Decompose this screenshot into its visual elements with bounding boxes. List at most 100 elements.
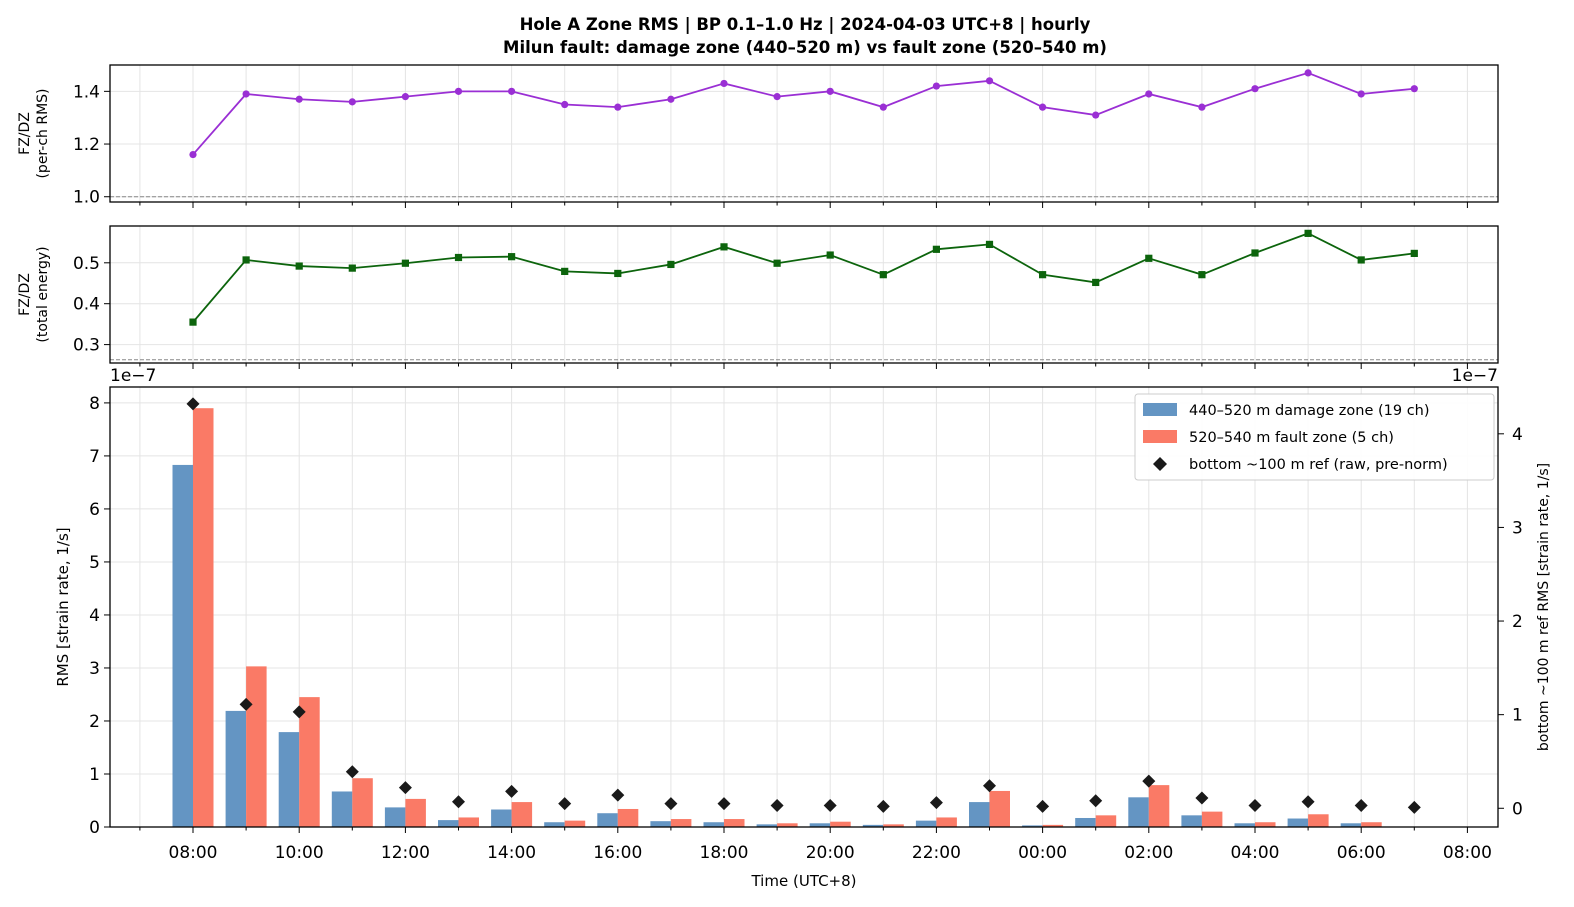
bar-fault-zone [511, 802, 533, 827]
bottom-ref-marker [398, 781, 412, 795]
bottom-ref-marker [876, 799, 890, 813]
legend-box [1134, 393, 1495, 481]
bar-damage-zone [862, 824, 884, 827]
bar-damage-zone [491, 809, 512, 827]
data-point [1039, 271, 1047, 279]
y-tick-label: 0.3 [73, 336, 100, 356]
bottom-ref-marker [1248, 798, 1262, 812]
data-point [720, 79, 728, 88]
bar-fault-zone [883, 824, 904, 827]
bar-fault-zone [299, 697, 320, 827]
zone-rms-panel: 0 1 2 3 4 5 6 7 8 0 1 2 3 4 08:00 10:00 12:00 14:00 16:00 1… [54, 366, 1552, 890]
data-point [189, 318, 197, 326]
right-y-tick-label: 3 [1512, 518, 1523, 538]
bottom-ref-marker [1036, 799, 1050, 813]
data-point [614, 269, 622, 278]
data-point [561, 267, 569, 275]
data-point [985, 240, 994, 249]
bar-damage-zone [1287, 818, 1309, 827]
bar-damage-zone [650, 821, 671, 827]
data-point [189, 150, 197, 159]
data-point [1357, 90, 1365, 98]
bottom-ref-marker [770, 798, 784, 812]
data-point [348, 98, 356, 106]
x-tick-label: 08:00 [1443, 843, 1492, 863]
bar-fault-zone [830, 821, 851, 827]
y-tick-label: 7 [89, 447, 100, 467]
x-tick-label: 10:00 [275, 843, 324, 863]
bar-damage-zone [278, 732, 300, 827]
data-point [1410, 249, 1418, 257]
data-point [985, 77, 994, 85]
data-point [773, 259, 781, 267]
bottom-ref-marker [558, 797, 572, 811]
legend-label-fault-zone: 520–540 m fault zone (5 ch) [1189, 430, 1394, 446]
y-tick-label: 1 [89, 765, 100, 785]
series-line [192, 71, 1415, 156]
data-point [1198, 271, 1206, 279]
ratio-energy-panel: 0.3 0.4 0.5 FZ/DZ (total energy) [17, 225, 1499, 369]
bottom-ref-marker [345, 765, 359, 779]
data-point [242, 256, 250, 264]
data-point [667, 95, 675, 103]
right-y-tick-label: 2 [1512, 612, 1523, 632]
ratio-rms-panel: 1.0 1.2 1.4 FZ/DZ (per-ch RMS) [17, 64, 1499, 208]
bottom-ref-marker [717, 797, 731, 811]
bottom-ref-marker [452, 795, 465, 809]
data-point [1145, 90, 1153, 98]
x-tick-label: 18:00 [700, 843, 749, 863]
series-line [192, 232, 1415, 323]
bar-damage-zone [331, 791, 353, 827]
data-point [1251, 249, 1259, 257]
y-tick-label: 0.5 [73, 254, 100, 274]
y-axis-label: RMS [strain rate, 1/s] [54, 527, 72, 686]
x-tick-label: 20:00 [806, 843, 855, 863]
bar-damage-zone [384, 807, 406, 827]
bar-fault-zone [936, 817, 957, 827]
data-point [720, 243, 728, 251]
bar-fault-zone [724, 819, 745, 827]
data-point [454, 87, 463, 95]
data-point [1304, 229, 1312, 237]
right-y-tick-label: 4 [1512, 425, 1523, 445]
x-tick-label: 08:00 [169, 843, 218, 863]
data-point [614, 103, 622, 111]
y-tick-label: 5 [89, 553, 100, 573]
data-point [879, 271, 887, 279]
bar-fault-zone [405, 798, 426, 827]
bar-fault-zone [777, 823, 798, 827]
x-tick-label: 14:00 [487, 843, 536, 863]
bottom-ref-marker [823, 798, 837, 812]
y-tick-label: 2 [89, 712, 100, 732]
bar-fault-zone [1148, 785, 1170, 827]
data-point [1092, 111, 1100, 119]
bottom-ref-marker [929, 796, 943, 810]
x-tick-label: 22:00 [912, 843, 961, 863]
y-tick-label: 6 [89, 500, 100, 520]
x-axis-label: Time (UTC+8) [750, 872, 856, 890]
x-tick-label: 06:00 [1337, 843, 1386, 863]
bar-fault-zone [1095, 815, 1117, 827]
right-scale-label: 1e−7 [1452, 366, 1498, 386]
data-point [826, 251, 834, 259]
bar-damage-zone [597, 813, 618, 827]
data-point [295, 262, 303, 270]
data-point [826, 87, 834, 95]
data-point [1357, 256, 1365, 264]
y-axis-label: (per-ch RMS) [35, 88, 51, 178]
bottom-ref-marker [1089, 794, 1103, 808]
data-point [1410, 85, 1418, 93]
legend-swatch-fault-zone [1143, 430, 1177, 443]
y-axis-label: (total energy) [35, 246, 51, 342]
bar-damage-zone [703, 822, 724, 827]
bar-fault-zone [1361, 822, 1382, 827]
data-point [1039, 103, 1047, 111]
bottom-ref-marker [292, 705, 306, 719]
data-point [932, 245, 940, 253]
bottom-ref-marker [239, 697, 253, 711]
bottom-ref-marker [611, 788, 625, 802]
data-point [879, 103, 887, 111]
data-point [401, 93, 409, 101]
y-tick-label: 3 [89, 659, 100, 679]
